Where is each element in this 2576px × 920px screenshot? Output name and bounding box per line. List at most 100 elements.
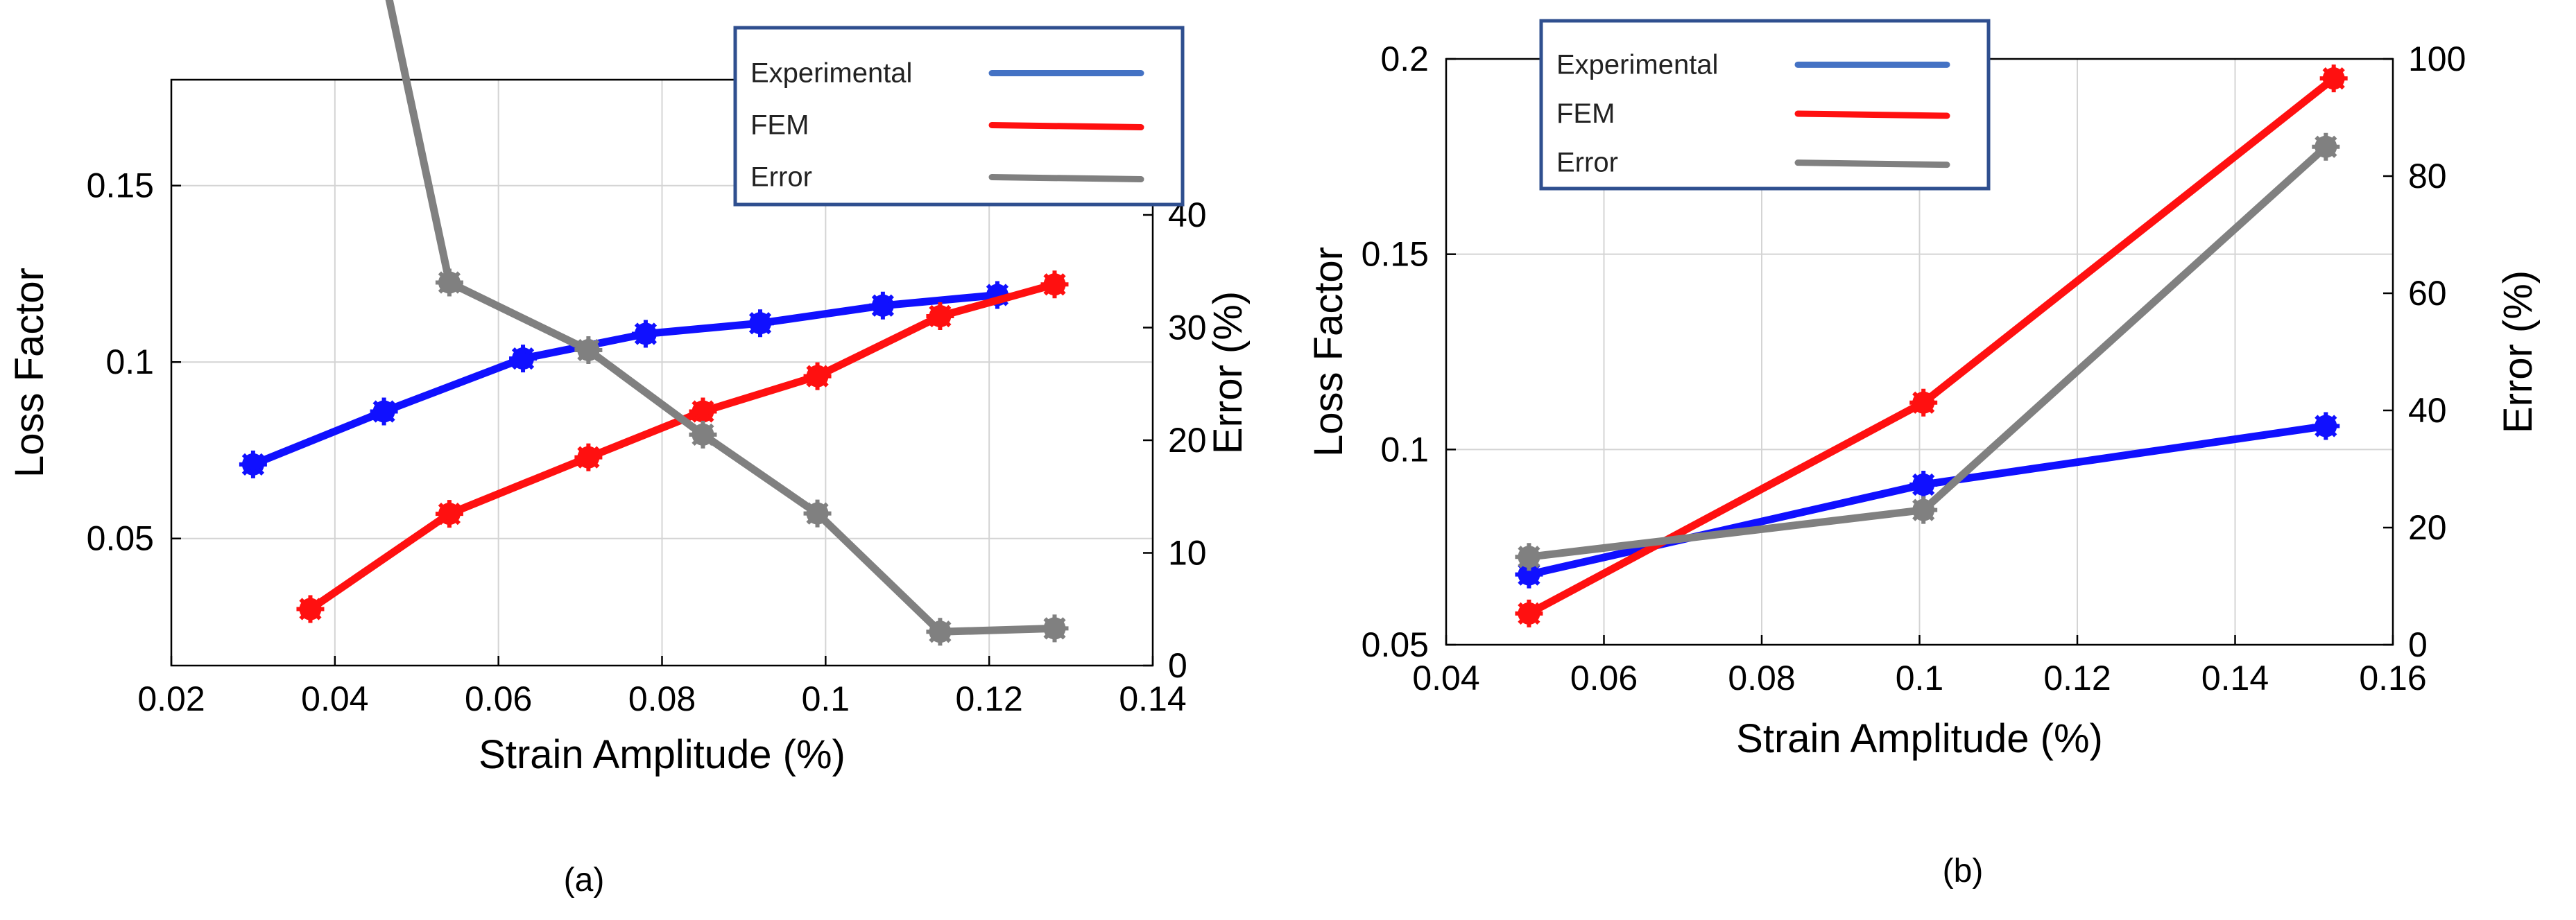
data-point-star [803, 362, 832, 390]
y2-tick-label: 40 [2408, 391, 2447, 430]
data-point-star [926, 618, 954, 646]
data-point-star [435, 500, 463, 528]
legend-label-error: Error [1556, 148, 1618, 178]
data-point-star [1909, 471, 1938, 499]
legend-label-fem: FEM [1556, 98, 1615, 129]
data-point-star [1040, 614, 1069, 643]
data-point-error [574, 336, 603, 364]
data-point-experimental [868, 291, 897, 320]
y2-tick-label: 100 [2408, 40, 2466, 78]
data-point-star [2312, 412, 2340, 440]
legend-label-fem: FEM [750, 110, 809, 141]
legend: Experimental FEM Error [733, 26, 1185, 207]
y2-tick-label: 30 [1168, 309, 1207, 347]
data-point-experimental [239, 450, 267, 478]
y2-tick-label: 10 [1168, 534, 1207, 573]
data-point-star [574, 336, 603, 364]
x-axis-label: Strain Amplitude (%) [479, 732, 845, 777]
series-line-error [1528, 144, 2328, 561]
legend-label-experimental: Experimental [1556, 49, 1718, 80]
data-point-error [1515, 543, 1543, 571]
x-tick-label: 0.08 [1728, 659, 1795, 697]
x-tick-label: 0.06 [1570, 659, 1638, 697]
x-tick-label: 0.02 [137, 679, 205, 718]
x-tick-label: 0.04 [1412, 659, 1479, 697]
data-point-error [689, 420, 717, 449]
data-point-error [803, 499, 832, 528]
y-tick-label: 0.15 [1362, 235, 1429, 274]
data-point-star [239, 450, 267, 478]
data-point-experimental [509, 345, 538, 373]
legend-swatch-error [988, 174, 1144, 182]
x-tick-label: 0.14 [2201, 659, 2269, 697]
data-point-star [2319, 64, 2348, 93]
y-tick-label: 0.15 [87, 166, 154, 205]
chart-b: 0.04 0.06 0.08 0.1 0.12 0.14 0.16 0.05 0.1 0.15 0.… [1306, 19, 2541, 889]
y2-tick-label: 60 [2408, 274, 2447, 313]
data-point-error [926, 618, 954, 646]
data-point-star [1515, 543, 1543, 571]
y2-axis-label: Error (%) [1205, 291, 1251, 454]
y2-tick-label: 0 [1168, 646, 1187, 685]
data-point-star [1040, 270, 1069, 299]
data-point-star [1515, 599, 1543, 627]
x-tick-label: 0.06 [465, 679, 532, 718]
chart-a: 0.02 0.04 0.06 0.08 0.1 0.12 0.14 0.05 0.1 0.15 0 1… [7, 0, 1251, 899]
x-tick-label: 0.08 [628, 679, 696, 718]
data-point-fem [1515, 599, 1543, 627]
y-tick-label: 0.1 [105, 342, 154, 381]
data-point-star [983, 281, 1011, 309]
data-point-star [435, 268, 463, 297]
legend-box [1539, 19, 1991, 191]
data-point-experimental [1909, 471, 1938, 499]
data-point-star [631, 320, 660, 348]
x-tick-label: 0.16 [2359, 659, 2426, 697]
y-tick-label: 0.05 [87, 519, 154, 558]
data-point-fem [435, 500, 463, 528]
data-point-error [1040, 614, 1069, 643]
legend-swatch-fem [1794, 110, 1950, 119]
data-point-fem [2319, 64, 2348, 93]
y2-tick-label: 0 [2408, 625, 2428, 664]
y-tick-label: 0.1 [1380, 430, 1429, 469]
legend-box [733, 26, 1185, 207]
data-point-star [803, 499, 832, 528]
y2-tick-label: 20 [1168, 421, 1207, 460]
data-point-error [435, 268, 463, 297]
data-point-experimental [370, 397, 398, 426]
data-point-star [1909, 496, 1938, 524]
x-tick-label: 0.12 [956, 679, 1023, 718]
data-point-experimental [746, 309, 774, 338]
data-point-experimental [1515, 560, 1543, 589]
legend-swatch-error [1794, 159, 1950, 168]
data-point-fem [689, 397, 717, 426]
y2-tick-label: 80 [2408, 157, 2447, 196]
y-axis-label: Loss Factor [1306, 247, 1351, 457]
x-tick-label: 0.1 [1896, 659, 1944, 697]
data-point-star [689, 397, 717, 426]
data-point-star [926, 302, 954, 331]
x-axis-label: Strain Amplitude (%) [1736, 716, 2103, 761]
data-point-star [1515, 560, 1543, 589]
chart-caption: (a) [564, 862, 605, 899]
data-point-star [574, 443, 603, 471]
data-point-star [509, 345, 538, 373]
data-point-star [2312, 132, 2340, 161]
y-tick-label: 0.2 [1380, 40, 1429, 78]
data-point-star [370, 397, 398, 426]
data-point-fem [1909, 388, 1938, 417]
data-point-star [1909, 388, 1938, 417]
legend-swatch-fem [988, 122, 1144, 130]
x-tick-label: 0.12 [2043, 659, 2111, 697]
legend-label-error: Error [750, 162, 812, 193]
data-point-error [2312, 132, 2340, 161]
chart-caption: (b) [1943, 853, 1984, 889]
data-point-fem [1040, 270, 1069, 299]
legend-label-experimental: Experimental [750, 58, 912, 89]
data-point-fem [574, 443, 603, 471]
y2-tick-label: 20 [2408, 508, 2447, 547]
data-point-error [1909, 496, 1938, 524]
data-point-star [689, 420, 717, 449]
data-point-experimental [631, 320, 660, 348]
